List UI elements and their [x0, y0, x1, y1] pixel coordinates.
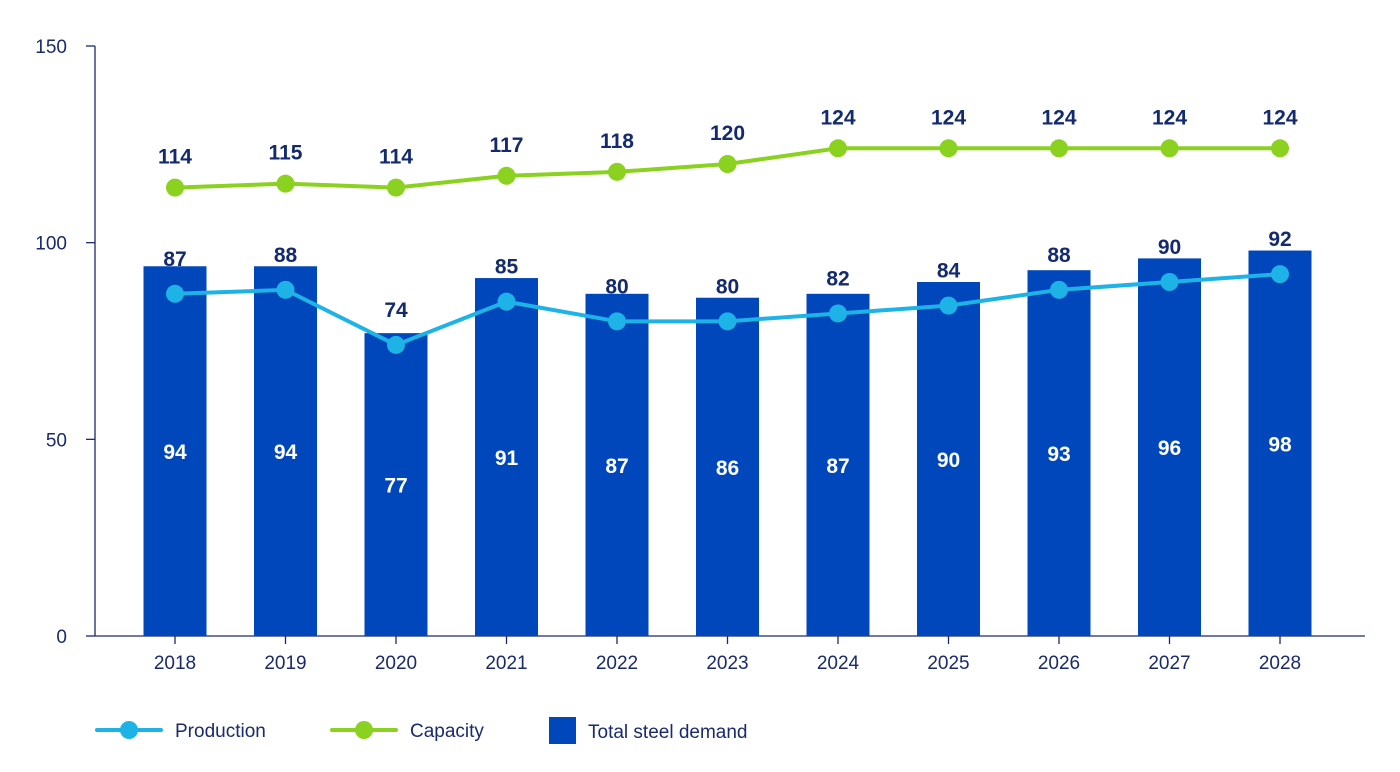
- y-tick-label: 50: [46, 430, 67, 451]
- line-value-label-production: 84: [937, 260, 961, 283]
- point-capacity: [1271, 139, 1289, 158]
- x-tick-label: 2027: [1148, 653, 1190, 674]
- point-capacity: [387, 178, 405, 197]
- point-production: [387, 335, 405, 354]
- legend-swatch-production-marker: [120, 721, 138, 739]
- y-tick-label: 100: [35, 234, 67, 255]
- x-tick-label: 2024: [817, 653, 860, 674]
- bar-value-label: 86: [716, 457, 739, 480]
- point-production: [939, 296, 958, 315]
- bar-value-label: 93: [1047, 443, 1070, 466]
- point-production: [718, 312, 737, 331]
- point-capacity: [497, 166, 516, 185]
- line-value-label-production: 88: [1047, 244, 1071, 267]
- legend-label-production: Production: [175, 721, 266, 742]
- bar-value-label: 90: [937, 449, 960, 472]
- bar-value-label: 96: [1158, 437, 1181, 460]
- bar-value-label: 94: [163, 441, 187, 464]
- point-capacity: [276, 174, 295, 193]
- point-production: [497, 292, 516, 311]
- line-value-label-capacity: 114: [379, 146, 413, 169]
- point-capacity: [608, 162, 626, 181]
- bar-total-steel-demand: [364, 333, 428, 636]
- point-capacity: [166, 178, 184, 197]
- labels-layer: 94 94 77 91 87 86 87 90 93 96 98 87 88 74 85 80 80 82 84 88…: [158, 106, 1298, 497]
- x-tick-label: 2019: [264, 653, 306, 674]
- point-capacity: [829, 139, 847, 158]
- bar-value-label: 94: [274, 441, 298, 464]
- point-capacity: [1160, 139, 1179, 158]
- bar-total-steel-demand: [585, 293, 649, 636]
- y-tick-label: 0: [56, 627, 67, 648]
- lines-layer: [166, 139, 1289, 354]
- point-production: [608, 312, 626, 331]
- bar-total-steel-demand: [1248, 250, 1312, 637]
- point-production: [166, 284, 184, 303]
- line-value-label-capacity: 117: [490, 134, 524, 157]
- bar-total-steel-demand: [1027, 270, 1091, 636]
- line-value-label-capacity: 124: [931, 106, 966, 129]
- x-tick-label: 2020: [375, 653, 417, 674]
- line-value-label-capacity: 120: [710, 122, 745, 145]
- point-production: [1271, 265, 1289, 284]
- bar-value-label: 87: [826, 455, 849, 478]
- x-tick-label: 2022: [596, 653, 638, 674]
- line-value-label-capacity: 115: [269, 142, 303, 165]
- line-value-label-capacity: 124: [1041, 106, 1076, 129]
- legend-swatch-total-steel-demand: [549, 717, 576, 744]
- line-value-label-production: 82: [826, 267, 849, 290]
- legend: Production Capacity Total steel demand: [95, 717, 748, 744]
- line-value-label-production: 87: [163, 248, 186, 271]
- line-value-label-capacity: 114: [158, 146, 192, 169]
- point-production: [1050, 280, 1068, 299]
- y-tick-label: 150: [35, 37, 67, 58]
- line-value-label-capacity: 124: [820, 106, 855, 129]
- bar-total-steel-demand: [1138, 258, 1201, 636]
- point-production: [1160, 273, 1179, 291]
- line-value-label-production: 80: [716, 275, 739, 298]
- bar-value-label: 98: [1268, 433, 1292, 456]
- legend-label-capacity: Capacity: [410, 721, 484, 742]
- bar-value-label: 91: [495, 447, 519, 470]
- x-tick-label: 2028: [1259, 653, 1301, 674]
- point-capacity: [939, 139, 958, 158]
- point-capacity: [1050, 139, 1068, 158]
- bar-value-label: 77: [384, 475, 407, 498]
- line-value-label-production: 90: [1158, 236, 1181, 259]
- line-value-label-production: 85: [495, 256, 519, 279]
- legend-swatch-capacity-marker: [355, 721, 373, 739]
- line-value-label-production: 92: [1268, 228, 1291, 251]
- point-capacity: [718, 155, 737, 173]
- legend-label-total-steel-demand: Total steel demand: [588, 722, 748, 743]
- point-production: [276, 280, 295, 299]
- bar-total-steel-demand: [806, 293, 870, 636]
- x-tick-label: 2025: [927, 653, 969, 674]
- x-tick-label: 2026: [1038, 653, 1080, 674]
- bar-value-label: 87: [605, 455, 628, 478]
- point-production: [829, 304, 847, 323]
- line-value-label-production: 80: [605, 275, 628, 298]
- x-tick-label: 2021: [485, 653, 527, 674]
- line-value-label-capacity: 124: [1152, 106, 1187, 129]
- x-tick-label: 2018: [154, 653, 196, 674]
- line-value-label-production: 88: [274, 244, 298, 267]
- bar-total-steel-demand: [143, 266, 207, 636]
- bar-total-steel-demand: [917, 282, 980, 636]
- bar-total-steel-demand: [254, 266, 317, 636]
- bar-total-steel-demand: [696, 297, 759, 636]
- bars-layer: [143, 250, 1312, 637]
- line-value-label-production: 74: [384, 299, 408, 322]
- line-value-label-capacity: 124: [1262, 106, 1297, 129]
- bar-total-steel-demand: [475, 278, 538, 636]
- line-value-label-capacity: 118: [600, 130, 634, 153]
- x-tick-label: 2023: [706, 653, 748, 674]
- axes: 0 50 100 150 2018 2019 2020 2021 2022 2023 2024 202…: [35, 37, 1365, 674]
